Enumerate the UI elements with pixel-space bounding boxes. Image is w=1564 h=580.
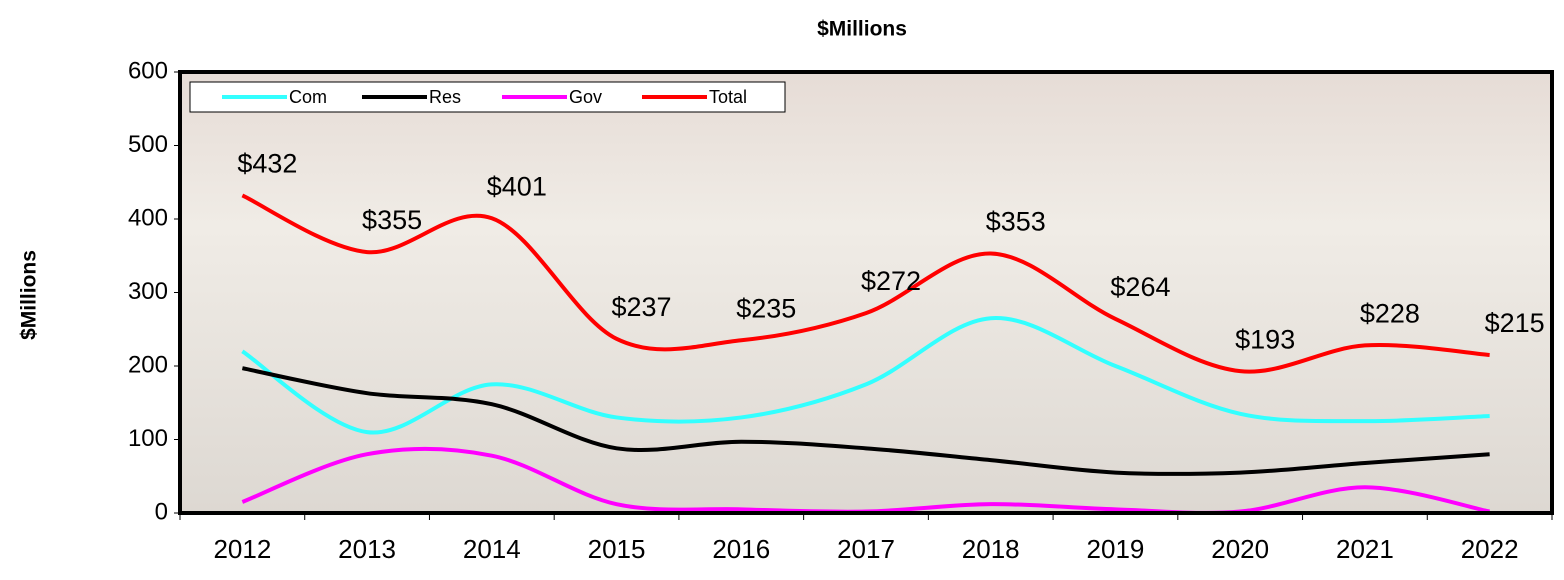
data-label: $237 (612, 292, 672, 322)
legend-label: Total (709, 87, 747, 107)
y-tick-label: 500 (128, 131, 168, 158)
legend-label: Res (429, 87, 461, 107)
x-tick-label: 2016 (712, 534, 770, 564)
data-label: $228 (1360, 299, 1420, 329)
data-label: $355 (362, 205, 422, 235)
x-tick-label: 2019 (1087, 534, 1145, 564)
x-tick-label: 2020 (1211, 534, 1269, 564)
y-tick-label: 100 (128, 425, 168, 452)
y-tick-label: 0 (155, 498, 168, 525)
x-tick-label: 2022 (1461, 534, 1519, 564)
data-label: $353 (986, 207, 1046, 237)
data-label: $215 (1485, 308, 1545, 338)
y-tick-label: 400 (128, 204, 168, 231)
legend-label: Gov (569, 87, 602, 107)
data-label: $235 (736, 293, 796, 323)
legend-label: Com (289, 87, 327, 107)
x-tick-label: 2018 (962, 534, 1020, 564)
x-tick-label: 2014 (463, 534, 521, 564)
chart-title: $Millions (817, 18, 907, 41)
series-line (241, 316, 1490, 435)
data-label: $432 (237, 149, 297, 179)
x-tick-label: 2012 (213, 534, 271, 564)
plot-background (180, 72, 1552, 513)
series-line (241, 193, 1490, 374)
x-tick-label: 2015 (588, 534, 646, 564)
x-tick-label: 2021 (1336, 534, 1394, 564)
y-tick-label: 200 (128, 351, 168, 378)
data-label: $264 (1110, 272, 1170, 302)
x-tick-label: 2017 (837, 534, 895, 564)
y-tick-label: 600 (128, 57, 168, 84)
data-label: $401 (487, 171, 547, 201)
data-label: $272 (861, 266, 921, 296)
y-tick-label: 300 (128, 278, 168, 305)
data-label: $193 (1235, 324, 1295, 354)
legend: Com Res Gov Total (222, 87, 747, 107)
x-tick-label: 2013 (338, 534, 396, 564)
series-line (241, 366, 1490, 476)
y-axis-label: $Millions (18, 250, 41, 340)
